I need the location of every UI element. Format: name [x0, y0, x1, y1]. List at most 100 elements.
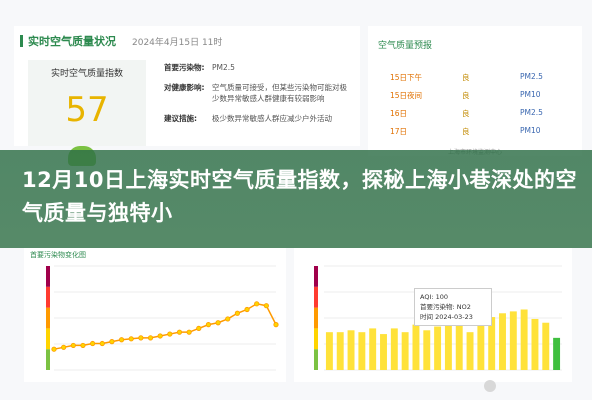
data-point: [234, 310, 240, 316]
bar: [499, 313, 506, 370]
info-value: 极少数异常敏感人群应减少户外活动: [212, 114, 332, 123]
headline-banner: 12月10日上海实时空气质量指数，探秘上海小巷深处的空气质量与独特小: [0, 150, 592, 248]
data-point: [128, 336, 134, 342]
tooltip-time: 时间 2024-03-23: [420, 313, 473, 321]
tooltip-aqi: AQI: 100: [420, 293, 449, 301]
data-point: [118, 337, 125, 343]
data-point: [80, 342, 86, 349]
info-list: 首要污染物: PM2.5 对健康影响: 空气质量可接受，但某些污染物可能对极少数…: [164, 62, 354, 133]
bar: [434, 326, 442, 370]
forecast-row: 15日夜间 良 PM10: [368, 90, 582, 104]
data-point: [61, 344, 67, 350]
info-row: 对健康影响: 空气质量可接受，但某些污染物可能对极少数异常敏感人群健康有较弱影响: [164, 82, 354, 104]
line-chart-panel: 首要污染物变化图: [24, 248, 286, 382]
aqi-value: 57: [65, 90, 109, 130]
aqi-label: 实时空气质量指数: [50, 69, 123, 79]
watermark-icon: [484, 380, 496, 392]
axis-scale-segment: [314, 328, 318, 350]
bar: [401, 332, 409, 370]
series-line: [53, 303, 277, 350]
bar: [520, 309, 528, 370]
forecast-title: 空气质量预报: [378, 41, 433, 51]
axis-scale-segment: [314, 307, 318, 329]
axis-scale-segment: [46, 266, 50, 287]
axis-scale-segment: [46, 328, 50, 350]
forecast-date: 15日下午: [390, 73, 423, 82]
forecast-level: 良: [462, 73, 470, 82]
bar: [455, 320, 463, 370]
bar: [369, 328, 377, 370]
tooltip-pollutant: 首要污染物: NO2: [420, 303, 471, 311]
realtime-title: 实时空气质量状况: [28, 35, 116, 48]
forecast-pollutant: PM2.5: [520, 72, 543, 81]
data-point: [254, 301, 260, 307]
forecast-level: 良: [462, 91, 470, 100]
forecast-level: 良: [462, 127, 470, 136]
data-point: [225, 316, 231, 322]
info-key: 对健康影响:: [164, 83, 205, 92]
bar: [390, 328, 398, 370]
data-point: [70, 342, 76, 349]
bar: [466, 332, 474, 370]
bar: [553, 337, 561, 370]
forecast-level: 良: [462, 109, 470, 118]
forecast-date: 15日夜间: [390, 91, 423, 100]
data-point: [51, 346, 57, 352]
chart-tooltip: AQI: 100 首要污染物: NO2 时间 2024-03-23: [414, 288, 492, 326]
forecast-pollutant: PM10: [520, 90, 541, 99]
data-point: [147, 335, 154, 341]
forecast-panel: 空气质量预报 15日下午 良 PM2.5 15日夜间 良 PM10 16日 良 …: [368, 26, 582, 156]
forecast-pollutant: PM10: [520, 126, 541, 135]
bar: [488, 317, 496, 370]
bar: [347, 330, 355, 370]
data-point: [157, 333, 163, 339]
data-point: [215, 320, 221, 326]
bar: [531, 318, 539, 370]
realtime-panel: 实时空气质量状况 2024年4月15日 11时 实时空气质量指数 57 首要污染…: [14, 26, 360, 146]
info-row: 首要污染物: PM2.5: [164, 62, 354, 73]
headline-text: 12月10日上海实时空气质量指数，探秘上海小巷深处的空气质量与独特小: [22, 168, 577, 225]
info-key: 首要污染物:: [164, 63, 205, 72]
bar: [542, 322, 550, 370]
axis-scale-segment: [314, 349, 318, 370]
forecast-row: 17日 良 PM10: [368, 126, 582, 140]
bar: [358, 332, 366, 370]
data-point: [205, 322, 212, 328]
info-value: PM2.5: [212, 63, 235, 72]
forecast-date: 16日: [390, 109, 408, 118]
forecast-date: 17日: [390, 127, 408, 136]
aqi-card: 实时空气质量指数 57: [28, 60, 146, 146]
title-accent: [20, 35, 23, 47]
axis-scale-segment: [314, 266, 318, 287]
axis-scale-segment: [46, 286, 50, 308]
axis-scale-segment: [314, 286, 318, 308]
bar: [423, 330, 431, 370]
data-point: [176, 329, 183, 335]
bar: [444, 322, 452, 370]
data-point: [138, 335, 144, 341]
realtime-header: 实时空气质量状况 2024年4月15日 11时: [20, 32, 222, 50]
data-point: [167, 331, 173, 337]
bar: [412, 324, 420, 370]
bar: [380, 334, 387, 370]
data-point: [244, 306, 250, 313]
forecast-row: 15日下午 良 PM2.5: [368, 72, 582, 86]
axis-scale-segment: [46, 307, 50, 329]
forecast-pollutant: PM2.5: [520, 108, 543, 117]
axis-scale-segment: [46, 349, 50, 370]
data-point: [196, 325, 202, 332]
bar-chart-panel: AQI: 100 首要污染物: NO2 时间 2024-03-23: [294, 248, 572, 382]
line-chart: [46, 265, 279, 371]
bar: [325, 332, 333, 370]
data-point: [90, 340, 96, 347]
data-point: [99, 340, 105, 347]
realtime-time: 2024年4月15日 11时: [132, 37, 223, 48]
info-row: 建议措施: 极少数异常敏感人群应减少户外活动: [164, 113, 354, 124]
line-chart-title: 首要污染物变化图: [30, 251, 86, 259]
data-point: [263, 303, 269, 309]
bar: [336, 332, 344, 370]
data-point: [109, 339, 115, 345]
data-point: [273, 322, 279, 328]
bar: [477, 318, 485, 370]
